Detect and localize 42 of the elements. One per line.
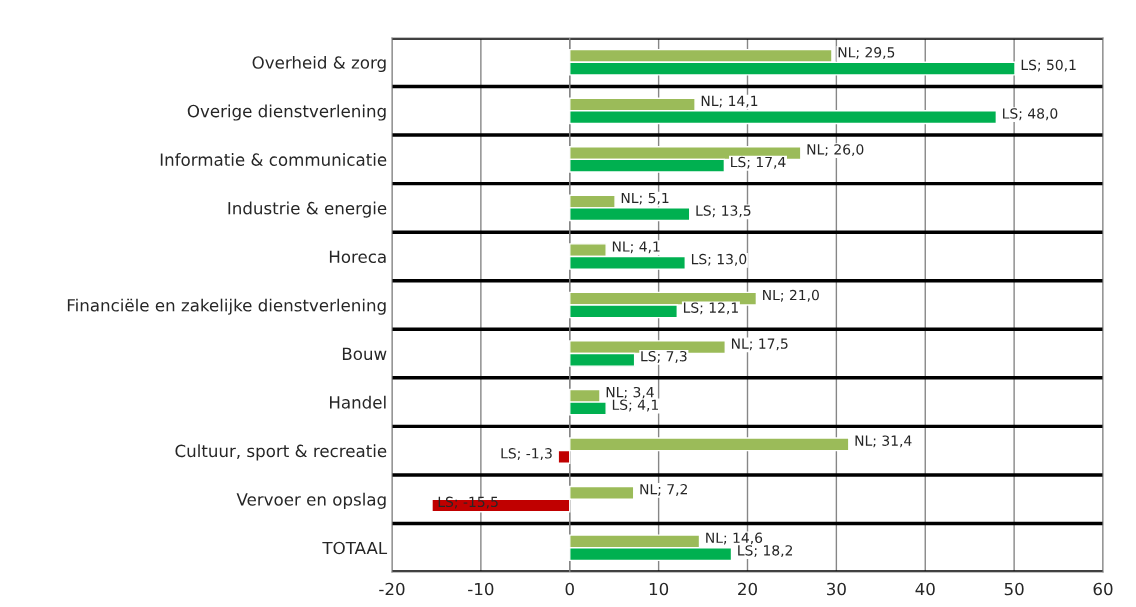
data-label: NL; 4,1 [612, 241, 660, 254]
y-tick-label: Overheid & zorg [252, 55, 386, 73]
y-tick-label: Handel [330, 395, 386, 409]
data-label: NL; 14,1 [701, 95, 758, 108]
data-label: NL; 17,5 [731, 338, 788, 351]
y-tick-label: Vervoer en opslag [236, 492, 386, 509]
data-label: LS; -1,3 [501, 448, 552, 460]
data-label: NL; 31,4 [855, 435, 912, 448]
data-label: NL; 7,2 [640, 483, 687, 496]
x-tick-label: -20 [379, 582, 405, 596]
data-label: NL; 14,6 [706, 532, 763, 545]
x-tick-label: 50 [1004, 582, 1024, 596]
data-label: LS; 17,4 [731, 156, 786, 169]
data-label: LS; 50,1 [1021, 59, 1076, 72]
y-tick-label: Industrie & energie [228, 201, 387, 218]
data-label: LS; -15,5 [438, 496, 498, 509]
data-label: NL; 21,0 [763, 289, 819, 302]
data-label: LS; 13,0 [691, 253, 747, 266]
x-tick-label: -10 [468, 582, 494, 596]
data-label: NL; 26,0 [807, 144, 864, 157]
x-tick-label: 20 [738, 582, 757, 596]
x-tick-label: 60 [1093, 582, 1113, 596]
x-tick-label: 30 [827, 582, 846, 596]
data-label: LS; 4,1 [612, 399, 658, 412]
data-label: LS; 12,1 [683, 302, 738, 315]
data-label: NL; 3,4 [606, 386, 654, 399]
x-tick-label: 0 [565, 582, 574, 596]
x-tick-label: 10 [649, 582, 669, 596]
x-tick-label: 40 [915, 582, 935, 596]
y-tick-label: TOTAAL [322, 541, 388, 555]
data-label: LS; 7,3 [641, 350, 687, 363]
y-tick-label: Cultuur, sport & recreatie [175, 444, 387, 461]
y-tick-label: Bouw [342, 347, 387, 361]
y-tick-label: Financiële en zakelijke dienstverlening [67, 298, 386, 315]
data-label: NL; 29,5 [838, 47, 895, 59]
data-label: NL; 5,1 [621, 192, 669, 205]
data-label: LS; 48,0 [1003, 108, 1058, 121]
data-label: LS; 18,2 [738, 545, 793, 558]
y-tick-label: Informatie & communicatie [160, 153, 387, 166]
y-tick-label: Overige dienstverlening [187, 104, 386, 121]
y-tick-label: Horeca [329, 250, 386, 264]
data-label: LS; 13,5 [696, 205, 751, 218]
